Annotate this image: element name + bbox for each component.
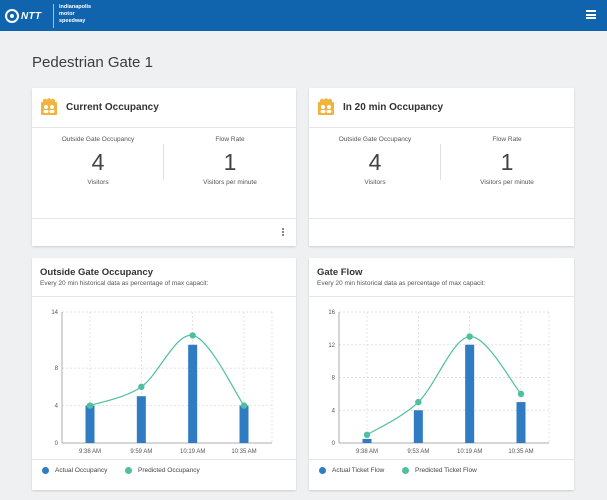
legend-actual-ticket-flow[interactable]: Actual Ticket Flow — [319, 467, 384, 474]
card-header: Current Occupancy — [32, 88, 296, 128]
outside-gate-occupancy-metric: Outside Gate Occupancy 4 Visitors — [32, 136, 164, 186]
predicted-line — [89, 334, 245, 407]
metric-unit: Visitors — [364, 179, 386, 186]
outside-gate-occupancy-chart-card: Outside Gate Occupancy Every 20 min hist… — [32, 258, 296, 490]
card-header: In 20 min Occupancy — [309, 88, 574, 128]
metric-value: 1 — [500, 149, 514, 175]
bar-2 — [413, 410, 423, 443]
legend-label: Predicted Ticket Flow — [415, 467, 477, 474]
current-occupancy-card: Current Occupancy Outside Gate Occupancy… — [32, 88, 296, 246]
predicted-line — [366, 335, 522, 436]
y-tick-label: 8 — [332, 376, 336, 382]
hamburger-menu-icon[interactable] — [586, 10, 596, 19]
legend-label: Predicted Occupancy — [138, 467, 200, 474]
predicted-point-2 — [415, 398, 422, 406]
brand-name: indianapolis motor speedway — [59, 4, 119, 25]
bar-4 — [239, 405, 249, 443]
more-options-icon[interactable] — [281, 228, 285, 238]
legend-actual-occupancy[interactable]: Actual Occupancy — [42, 467, 107, 474]
people-group-icon — [41, 98, 57, 115]
brand-line: motor — [59, 11, 75, 17]
x-tick-label: 9:59 AM — [130, 449, 152, 455]
y-tick-label: 12 — [328, 343, 335, 349]
legend-marker — [402, 467, 409, 474]
y-tick-label: 4 — [55, 404, 59, 410]
legend-marker — [319, 467, 326, 474]
bar-3 — [188, 344, 198, 443]
predicted-point-4 — [240, 402, 248, 409]
x-tick-label: 10:35 AM — [231, 449, 256, 455]
x-tick-label: 9:53 AM — [407, 449, 429, 455]
gate-flow-chart: 0 4 8 12 16 9:38 AM 9:53 AM 10:19 AM 10:35 AM — [328, 310, 550, 455]
metric-value: 1 — [223, 149, 237, 175]
page-title: Pedestrian Gate 1 — [32, 54, 153, 71]
bar-1 — [85, 405, 95, 443]
y-tick-label: 14 — [51, 310, 58, 316]
x-tick-label: 10:19 AM — [457, 449, 482, 455]
legend-marker — [125, 467, 132, 474]
bar-2 — [136, 396, 146, 443]
bar-1 — [362, 438, 372, 443]
legend-label: Actual Occupancy — [55, 467, 108, 474]
metric-unit: Visitors per minute — [203, 179, 257, 186]
top-bar: NTT indianapolis motor speedway — [0, 0, 607, 31]
metric-label: Outside Gate Occupancy — [61, 136, 135, 143]
metric-divider — [440, 144, 441, 180]
outside-gate-occupancy-metric: Outside Gate Occupancy 4 Visitors — [309, 136, 441, 186]
flow-rate-metric: Flow Rate 1 Visitors per minute — [441, 136, 573, 186]
chart-header-divider — [32, 296, 296, 297]
bar-3 — [465, 344, 475, 443]
chart-footer-divider — [32, 459, 296, 460]
legend-predicted-occupancy[interactable]: Predicted Occupancy — [125, 467, 200, 474]
occupancy-chart: 0 4 8 14 9:38 AM 9:59 AM 10:19 AM 10:35 AM — [51, 310, 273, 455]
metric-label: Flow Rate — [215, 136, 245, 143]
bar-4 — [516, 402, 526, 443]
gate-flow-chart-card: Gate Flow Every 20 min historical data a… — [309, 258, 574, 490]
brand-line: speedway — [59, 18, 86, 24]
predicted-point-1 — [86, 402, 94, 409]
metric-value: 4 — [91, 149, 105, 175]
x-tick-label: 9:38 AM — [356, 449, 378, 455]
legend-predicted-ticket-flow[interactable]: Predicted Ticket Flow — [402, 467, 477, 474]
metric-divider — [163, 144, 164, 180]
card-footer — [309, 218, 574, 219]
chart-title: Gate Flow — [317, 267, 363, 278]
metric-value: 4 — [368, 149, 382, 175]
predicted-point-3 — [189, 332, 196, 339]
y-tick-label: 4 — [332, 408, 336, 414]
card-footer — [32, 218, 296, 219]
chart-footer-divider — [309, 459, 574, 460]
x-tick-label: 9:38 AM — [79, 449, 101, 455]
brand-line: indianapolis — [59, 4, 92, 10]
chart-title: Outside Gate Occupancy — [40, 267, 153, 278]
y-tick-label: 0 — [55, 441, 59, 447]
metric-unit: Visitors per minute — [480, 179, 534, 186]
in-20-min-occupancy-card: In 20 min Occupancy Outside Gate Occupan… — [309, 88, 574, 246]
y-tick-label: 0 — [332, 441, 336, 447]
legend-marker — [42, 467, 49, 474]
chart-subtitle: Every 20 min historical data as percenta… — [317, 280, 486, 287]
flow-rate-metric: Flow Rate 1 Visitors per minute — [164, 136, 296, 186]
people-group-icon — [318, 98, 334, 115]
card-title: Current Occupancy — [66, 102, 159, 113]
logo-text: NTT — [21, 10, 42, 22]
logo-divider — [53, 4, 54, 28]
predicted-point-4 — [517, 390, 525, 398]
legend-label: Actual Ticket Flow — [332, 467, 385, 474]
card-title: In 20 min Occupancy — [343, 102, 444, 113]
ntt-logo[interactable]: NTT — [5, 7, 41, 25]
x-tick-label: 10:19 AM — [180, 449, 205, 455]
chart-subtitle: Every 20 min historical data as percenta… — [40, 280, 209, 287]
metric-label: Outside Gate Occupancy — [338, 136, 412, 143]
x-tick-label: 10:35 AM — [508, 449, 533, 455]
predicted-point-2 — [138, 383, 145, 391]
y-tick-label: 8 — [55, 366, 59, 372]
metric-unit: Visitors — [87, 179, 109, 186]
predicted-point-3 — [466, 333, 473, 340]
ntt-logo-icon — [5, 9, 19, 23]
predicted-point-1 — [363, 431, 371, 439]
y-tick-label: 16 — [328, 310, 335, 316]
metric-label: Flow Rate — [492, 136, 522, 143]
chart-header-divider — [309, 296, 574, 297]
